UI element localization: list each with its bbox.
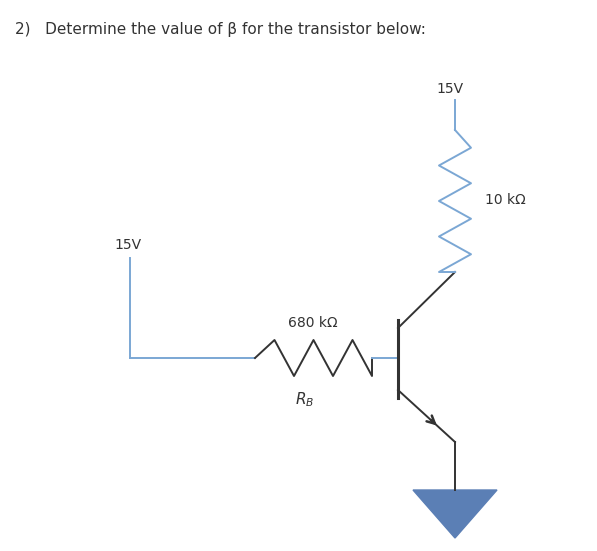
- Text: 2)   Determine the value of β for the transistor below:: 2) Determine the value of β for the tran…: [15, 22, 426, 37]
- Text: 10 kΩ: 10 kΩ: [485, 193, 526, 207]
- Text: 680 kΩ: 680 kΩ: [288, 316, 338, 330]
- Polygon shape: [413, 490, 497, 538]
- Text: 15V: 15V: [114, 238, 141, 252]
- Text: 15V: 15V: [436, 82, 463, 96]
- Text: $R_B$: $R_B$: [296, 390, 315, 409]
